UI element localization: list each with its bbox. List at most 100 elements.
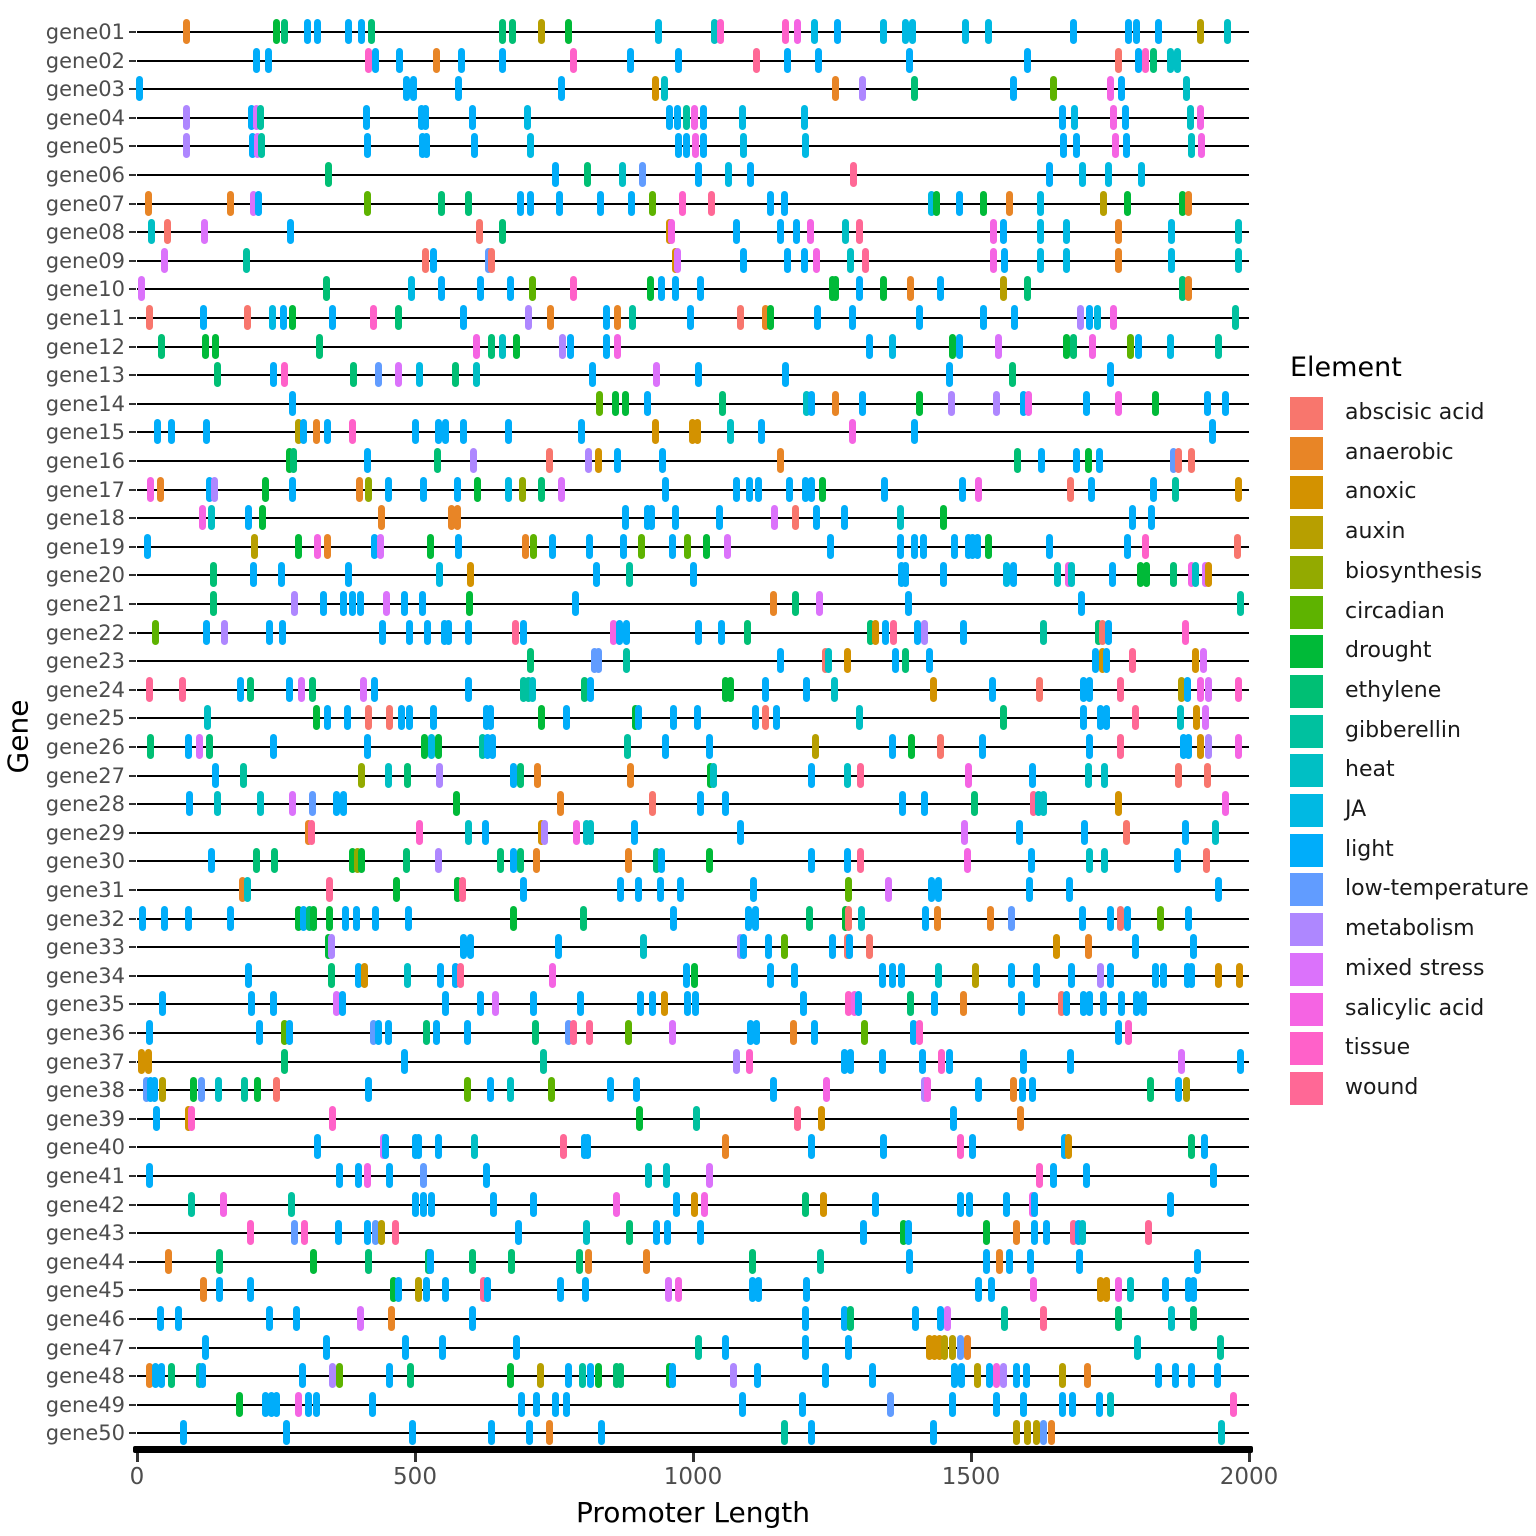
gene-row-gene05 — [137, 132, 1249, 160]
promoter-line — [137, 517, 1249, 520]
promoter-line — [137, 1432, 1249, 1435]
element-mark-light — [586, 676, 594, 702]
element-mark-tissue — [679, 190, 687, 216]
element-mark-light — [247, 1277, 255, 1303]
element-mark-metabolism — [948, 390, 956, 416]
element-mark-light — [1067, 1048, 1075, 1074]
element-mark-light — [1085, 676, 1093, 702]
element-mark-light — [300, 419, 308, 445]
element-mark-light — [1079, 991, 1087, 1017]
element-mark-light — [487, 705, 495, 731]
element-mark-light — [441, 991, 449, 1017]
gene-row-gene42 — [137, 1191, 1249, 1219]
element-mark-light — [208, 848, 215, 874]
element-mark-anaerobic — [533, 762, 541, 788]
element-mark-ethylene — [1013, 448, 1021, 473]
element-mark-anaerobic — [963, 1334, 971, 1360]
element-mark-light — [482, 705, 490, 731]
element-mark-ethylene — [579, 905, 587, 931]
element-mark-ethylene — [167, 1363, 175, 1389]
element-mark-heat — [645, 1163, 653, 1188]
element-mark-ethylene — [580, 676, 588, 702]
element-mark-anaerobic — [157, 476, 165, 502]
element-mark-light — [369, 1391, 377, 1417]
element-mark-drought — [594, 1363, 602, 1389]
legend-swatch-low-temperature — [1290, 873, 1323, 907]
element-mark-heat — [529, 676, 537, 702]
element-mark-light — [1043, 1220, 1051, 1246]
element-mark-light — [488, 1420, 496, 1446]
element-mark-light — [203, 619, 210, 645]
element-mark-light — [616, 619, 624, 645]
element-mark-light — [282, 1420, 290, 1446]
element-mark-circadian — [464, 1077, 472, 1103]
element-mark-ethylene — [499, 219, 507, 245]
promoter-line — [137, 59, 1249, 62]
element-mark-light — [1015, 819, 1023, 845]
element-mark-light — [800, 991, 808, 1017]
element-mark-light — [733, 476, 741, 502]
element-mark-anoxic — [467, 562, 475, 588]
legend-label-JA: JA — [1345, 797, 1367, 822]
element-mark-mixed-stress — [1200, 648, 1208, 674]
element-mark-light — [808, 390, 816, 416]
y-tick-label-gene22: gene22 — [45, 620, 125, 645]
element-mark-light — [802, 1334, 810, 1360]
element-mark-light — [658, 848, 666, 874]
element-mark-anaerobic — [613, 305, 621, 330]
gene-row-gene02 — [137, 47, 1249, 75]
element-mark-ethylene — [1009, 362, 1017, 388]
element-mark-salicylic-acid — [964, 762, 972, 788]
y-tick — [129, 660, 136, 663]
gene-row-gene12 — [137, 333, 1249, 361]
element-mark-light — [921, 791, 929, 817]
element-mark-light — [1183, 676, 1191, 702]
element-mark-light — [464, 676, 472, 702]
y-tick-label-gene23: gene23 — [45, 649, 125, 674]
element-mark-light — [289, 390, 297, 416]
element-mark-light — [912, 1306, 920, 1331]
element-mark-light — [1086, 734, 1094, 759]
element-mark-drought — [1062, 333, 1070, 359]
element-mark-gibberellin — [817, 1248, 825, 1274]
element-mark-heat — [1084, 762, 1092, 788]
element-mark-light — [755, 1277, 763, 1303]
element-mark-light — [911, 533, 919, 559]
element-mark-heat — [662, 1163, 670, 1188]
gene-row-gene39 — [137, 1105, 1249, 1133]
element-mark-drought — [646, 276, 654, 302]
element-mark-tissue — [1124, 1020, 1132, 1045]
element-mark-wound — [1144, 1220, 1152, 1246]
element-mark-light — [530, 1191, 538, 1217]
element-mark-tissue — [369, 305, 377, 330]
element-mark-JA — [1062, 219, 1070, 245]
element-mark-mixed-stress — [1178, 1048, 1186, 1074]
element-mark-heat — [1168, 1306, 1176, 1331]
element-mark-drought — [236, 1391, 244, 1417]
element-mark-drought — [288, 305, 296, 330]
element-mark-light — [1185, 734, 1193, 759]
element-mark-light — [808, 1420, 816, 1446]
element-mark-drought — [285, 448, 293, 473]
y-tick — [129, 317, 136, 319]
element-mark-light — [371, 533, 379, 559]
element-mark-drought — [1152, 390, 1160, 416]
element-mark-abscisic-acid — [845, 905, 853, 931]
element-mark-salicylic-acid — [806, 219, 814, 245]
legend-swatch-anaerobic — [1290, 436, 1323, 470]
element-mark-mixed-stress — [1201, 705, 1209, 731]
element-mark-light — [384, 476, 392, 502]
y-tick-label-gene34: gene34 — [45, 963, 125, 988]
element-mark-light — [334, 1220, 342, 1246]
element-mark-mixed-stress — [665, 1277, 673, 1303]
element-mark-tissue — [745, 1048, 753, 1074]
element-mark-heat — [640, 934, 648, 960]
element-mark-drought — [819, 476, 827, 502]
element-mark-light — [1083, 1163, 1091, 1188]
element-mark-mixed-stress — [674, 247, 682, 273]
element-mark-light — [554, 934, 562, 960]
element-mark-drought — [507, 1363, 515, 1389]
element-mark-light — [1237, 1048, 1245, 1074]
element-mark-auxin — [536, 1363, 544, 1389]
element-mark-salicylic-acid — [573, 819, 581, 845]
